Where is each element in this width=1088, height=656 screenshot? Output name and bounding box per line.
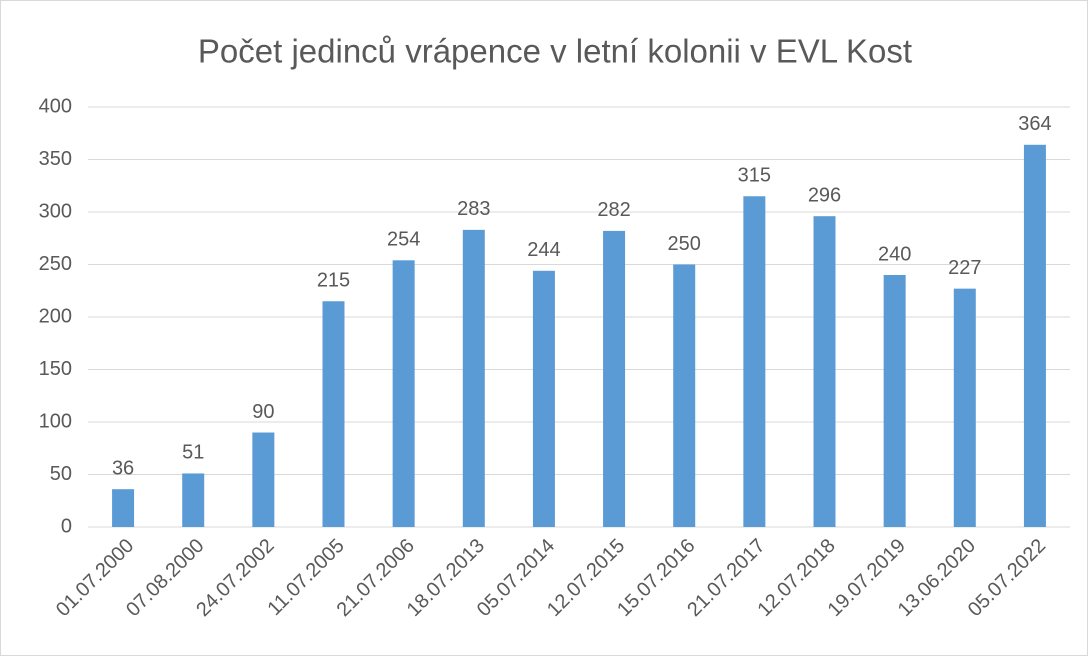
bar	[953, 288, 976, 527]
bar	[182, 473, 205, 527]
data-label: 240	[878, 243, 911, 265]
bar	[252, 432, 275, 527]
bar	[1023, 144, 1046, 528]
y-tick-label: 200	[39, 305, 72, 327]
bar	[392, 260, 415, 527]
data-label: 282	[597, 199, 630, 221]
y-tick-label: 0	[61, 515, 72, 537]
bar	[532, 270, 555, 527]
data-label: 296	[808, 184, 841, 206]
data-label: 36	[112, 457, 134, 479]
bar	[813, 216, 836, 527]
bar	[883, 275, 906, 527]
data-label: 227	[948, 257, 981, 279]
bar	[743, 196, 766, 527]
data-label: 283	[457, 198, 490, 220]
y-tick-label: 400	[39, 95, 72, 117]
bar	[673, 264, 696, 527]
data-label: 364	[1018, 113, 1051, 135]
y-tick-label: 300	[39, 200, 72, 222]
data-label: 51	[182, 442, 204, 464]
y-tick-label: 250	[39, 253, 72, 275]
data-label: 90	[252, 401, 274, 423]
y-tick-label: 350	[39, 148, 72, 170]
y-tick-label: 150	[39, 358, 72, 380]
y-tick-label: 50	[50, 463, 72, 485]
bar	[322, 301, 345, 527]
data-label: 250	[668, 233, 701, 255]
bar	[112, 489, 135, 527]
chart-title: Počet jedinců vrápence v letní kolonii v…	[198, 33, 912, 70]
y-tick-label: 100	[39, 410, 72, 432]
bar	[462, 229, 485, 527]
data-label: 315	[738, 165, 771, 187]
data-label: 254	[387, 229, 420, 251]
bar	[603, 230, 626, 527]
data-label: 244	[527, 239, 560, 261]
data-label: 215	[317, 270, 350, 292]
